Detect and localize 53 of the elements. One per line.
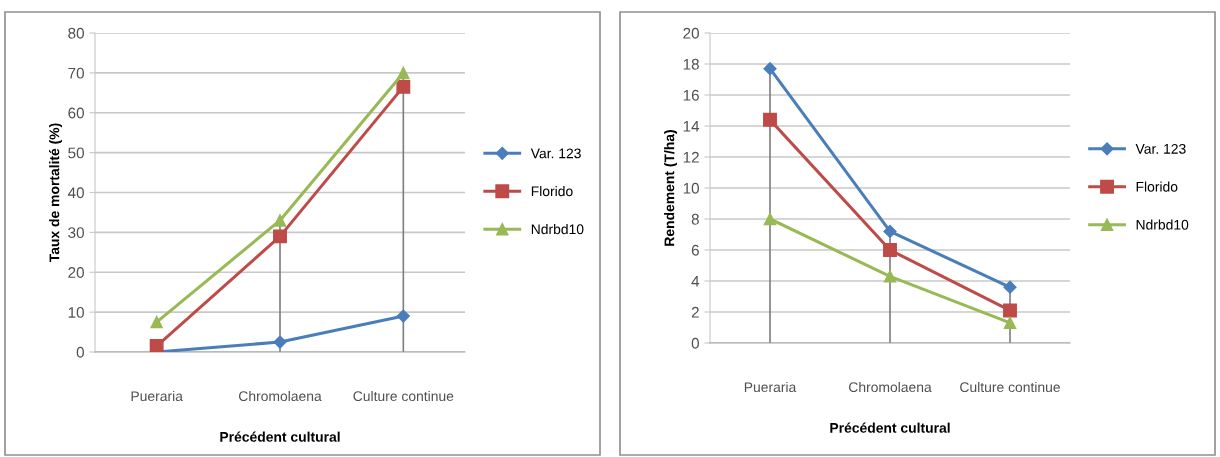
point — [150, 315, 163, 329]
y-tick-label: 10 — [683, 182, 699, 194]
y-tick-label: 8 — [691, 213, 699, 225]
legend-label: Ndrbd10 — [1136, 219, 1189, 230]
point — [763, 62, 777, 76]
x-tick-label: Chromolaena — [849, 381, 932, 393]
x-tick-label: Culture continue — [353, 390, 454, 402]
point — [1003, 303, 1017, 318]
y-tick-label: 16 — [683, 89, 699, 101]
legend-label: Florido — [1136, 181, 1178, 192]
x-tick-label: Pueraria — [131, 390, 183, 402]
legend-label: Var. 123 — [1135, 143, 1186, 154]
y-tick-label: 6 — [691, 244, 699, 256]
point — [273, 335, 287, 349]
point — [396, 79, 411, 94]
y-tick-label: 0 — [691, 337, 699, 349]
x-tick-label: Pueraria — [744, 381, 797, 393]
point — [763, 212, 777, 226]
point — [149, 339, 164, 352]
y-tick-label: 30 — [68, 227, 84, 239]
x-axis-title: Précédent cultural — [830, 422, 950, 433]
y-tick-label: 20 — [683, 27, 699, 39]
x-tick-label: Culture continue — [960, 381, 1060, 393]
y-tick-label: 80 — [68, 27, 84, 39]
point — [397, 66, 410, 80]
y-tick-label: 10 — [68, 306, 84, 318]
point — [883, 243, 897, 257]
point — [883, 270, 897, 283]
x-tick-label: Chromolaena — [239, 390, 322, 402]
y-tick-label: 50 — [68, 147, 84, 159]
y-axis-title: Rendement (T/ha) — [664, 130, 678, 246]
point — [1003, 316, 1017, 330]
legend-label: Florido — [531, 186, 573, 197]
point — [396, 309, 410, 323]
point — [1003, 280, 1017, 294]
legend-label: Ndrbd10 — [531, 223, 584, 235]
y-tick-label: 4 — [691, 276, 700, 287]
y-tick-label: 2 — [691, 306, 699, 318]
y-tick-label: 70 — [68, 67, 84, 79]
y-tick-label: 18 — [683, 58, 699, 70]
y-tick-label: 60 — [68, 107, 84, 119]
x-axis-title: Précédent cultural — [220, 431, 340, 442]
y-tick-label: 40 — [67, 187, 84, 199]
point — [763, 112, 777, 127]
point — [273, 229, 287, 244]
y-tick-label: 0 — [76, 346, 84, 358]
legend-label: Var. 123 — [530, 148, 581, 159]
y-tick-label: 12 — [683, 151, 699, 163]
point — [273, 214, 287, 227]
point — [883, 224, 897, 238]
y-axis-title: Taux de mortalité (%) — [48, 123, 63, 263]
y-tick-label: 14 — [683, 121, 700, 132]
y-tick-label: 20 — [68, 267, 84, 278]
